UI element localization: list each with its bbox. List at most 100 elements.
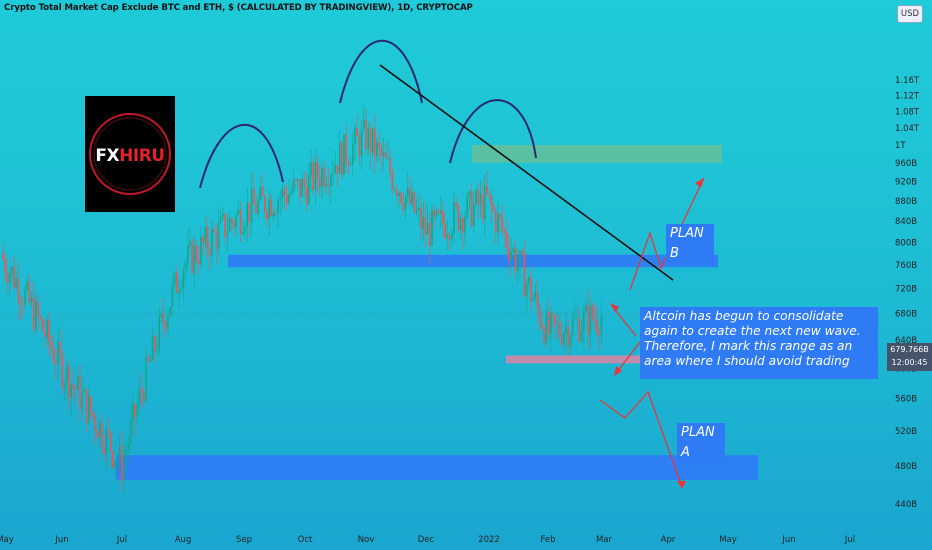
- candle-body: [528, 277, 530, 284]
- x-tick-label: Apr: [661, 535, 676, 545]
- candle-body: [125, 450, 127, 458]
- last-price-tag: 679.766B 12:00:45: [887, 343, 932, 371]
- candle-body: [506, 232, 508, 248]
- candle-body: [220, 216, 222, 223]
- candle-body: [517, 263, 519, 272]
- candle-body: [303, 178, 306, 187]
- candle-body: [314, 161, 317, 190]
- candle-body: [136, 404, 138, 418]
- candle-body: [44, 331, 46, 337]
- candle-body: [294, 179, 297, 182]
- candle-body: [499, 213, 501, 219]
- y-tick-label: 640B: [895, 336, 917, 346]
- candle-body: [578, 317, 581, 342]
- candle-body: [224, 213, 226, 238]
- candle-body: [15, 278, 17, 288]
- candle-body: [81, 392, 83, 410]
- candle-body: [347, 162, 350, 166]
- y-tick-label: 920B: [895, 177, 917, 187]
- candle-body: [244, 227, 246, 232]
- candle-body: [422, 217, 424, 229]
- candle-body: [288, 194, 290, 204]
- candle-body: [105, 429, 108, 455]
- candle-body: [72, 384, 75, 388]
- candle-body: [393, 189, 396, 191]
- candle-body: [345, 134, 347, 163]
- candle-body: [169, 306, 171, 317]
- candle-body: [374, 128, 376, 157]
- candle-body: [22, 303, 24, 305]
- y-tick-label: 1.12T: [895, 91, 920, 101]
- candle-body: [283, 188, 286, 196]
- candle-body: [367, 127, 369, 150]
- candle-body: [237, 209, 240, 215]
- candle-body: [501, 218, 504, 231]
- candle-body: [13, 267, 15, 288]
- candle-body: [418, 207, 420, 211]
- y-tick-label: 960B: [895, 159, 917, 169]
- candle-body: [2, 253, 4, 259]
- candle-body: [567, 326, 570, 346]
- candle-body: [338, 142, 341, 174]
- candle-body: [424, 217, 427, 235]
- candle-body: [550, 313, 552, 335]
- currency-button[interactable]: USD: [897, 5, 923, 23]
- note-arrow-down: [616, 341, 641, 373]
- candle-body: [59, 341, 61, 355]
- candle-body: [547, 311, 550, 335]
- candle-body: [52, 348, 55, 362]
- candle-body: [378, 142, 380, 148]
- candle-body: [589, 305, 592, 336]
- candle-body: [112, 451, 114, 467]
- candle-body: [336, 164, 339, 174]
- candle-body: [17, 278, 20, 303]
- candle-body: [235, 214, 237, 227]
- candle-body: [556, 322, 559, 324]
- candle-body: [356, 127, 358, 137]
- candle-body: [30, 297, 33, 303]
- candle-body: [492, 206, 495, 211]
- candle-body: [519, 250, 521, 264]
- candle-body: [182, 270, 185, 289]
- candle-body: [68, 366, 70, 399]
- candle-body: [275, 213, 277, 214]
- candle-body: [134, 404, 136, 418]
- candle-body: [261, 186, 264, 197]
- candle-body: [83, 389, 86, 393]
- candle-body: [444, 224, 446, 239]
- right-shoulder-arc: [449, 99, 537, 164]
- candle-body: [558, 322, 561, 336]
- candle-body: [437, 210, 440, 214]
- candle-body: [74, 387, 77, 390]
- candle-body: [404, 196, 407, 210]
- candle-body: [99, 422, 101, 439]
- candle-body: [158, 317, 160, 351]
- candle-body: [539, 306, 541, 324]
- candle-body: [455, 201, 457, 206]
- candle-body: [510, 252, 512, 261]
- candle-body: [246, 202, 248, 228]
- y-tick-label: 480B: [895, 462, 917, 472]
- candle-body: [110, 433, 112, 452]
- candle-body: [554, 315, 556, 324]
- x-tick-label: Nov: [358, 535, 375, 545]
- candle-body: [323, 168, 325, 187]
- candle-body: [312, 163, 314, 190]
- candle-body: [77, 376, 79, 390]
- x-tick-label: Aug: [175, 535, 192, 545]
- x-tick-label: Jul: [844, 535, 855, 545]
- candle-body: [37, 301, 39, 317]
- candle-body: [442, 210, 444, 225]
- note-line-2: again to create the next new wave.: [644, 324, 861, 338]
- candle-body: [457, 205, 460, 231]
- candle-body: [180, 288, 182, 291]
- candle-body: [79, 376, 81, 410]
- candle-body: [187, 245, 189, 263]
- candle-body: [160, 313, 163, 318]
- candle-body: [138, 388, 141, 405]
- x-tick-label: May: [719, 535, 737, 545]
- candle-body: [486, 185, 488, 194]
- candle-body: [63, 383, 66, 389]
